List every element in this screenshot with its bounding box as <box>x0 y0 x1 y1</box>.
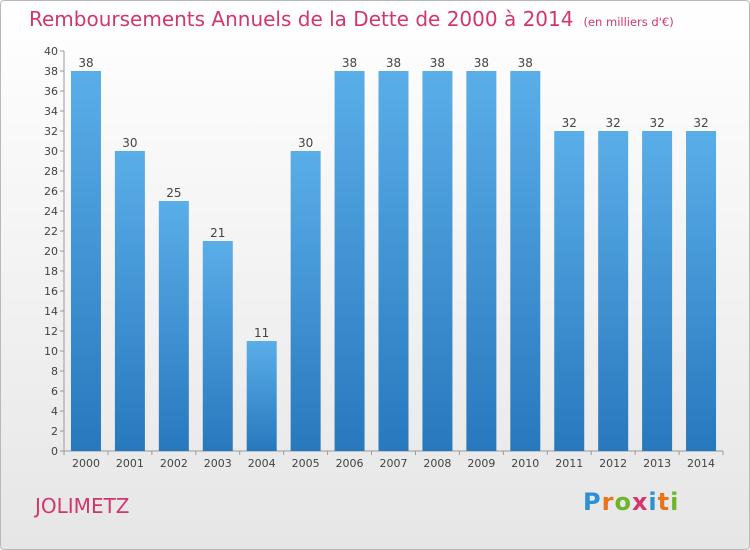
y-tick-label: 2 <box>51 425 58 438</box>
data-label: 38 <box>342 56 357 70</box>
logo-letter: i <box>670 488 680 516</box>
data-label: 30 <box>122 136 137 150</box>
title-text: Remboursements Annuels de la Dette de 20… <box>29 7 574 31</box>
y-tick-label: 14 <box>44 305 58 318</box>
bar <box>114 151 145 451</box>
bar <box>642 131 673 451</box>
x-tick-label: 2014 <box>687 457 715 470</box>
y-tick-label: 32 <box>44 125 58 138</box>
data-label: 38 <box>430 56 445 70</box>
bar <box>158 201 189 451</box>
bar <box>686 131 717 451</box>
x-tick-label: 2012 <box>599 457 627 470</box>
x-tick-label: 2010 <box>511 457 539 470</box>
y-tick-label: 6 <box>51 385 58 398</box>
bar <box>422 71 453 451</box>
bar <box>554 131 585 451</box>
y-tick-label: 28 <box>44 165 58 178</box>
x-tick-label: 2004 <box>248 457 276 470</box>
x-tick-label: 2009 <box>467 457 495 470</box>
bar <box>466 71 497 451</box>
x-tick-label: 2003 <box>204 457 232 470</box>
y-tick-label: 34 <box>44 105 58 118</box>
proxiti-logo: Proxiti <box>583 488 679 516</box>
y-tick-label: 20 <box>44 245 58 258</box>
y-tick-label: 0 <box>51 445 58 458</box>
y-tick-label: 38 <box>44 65 58 78</box>
chart-subtitle: (en milliers d'€) <box>583 15 674 29</box>
bar <box>202 241 233 451</box>
y-tick-label: 30 <box>44 145 58 158</box>
data-label: 38 <box>474 56 489 70</box>
y-tick-label: 40 <box>44 45 58 58</box>
bar <box>246 341 277 451</box>
x-tick-label: 2008 <box>423 457 451 470</box>
logo-letter: t <box>657 488 671 516</box>
data-label: 32 <box>606 116 621 130</box>
bar <box>70 71 101 451</box>
y-tick-label: 4 <box>51 405 58 418</box>
bar <box>290 151 321 451</box>
data-label: 32 <box>562 116 577 130</box>
logo-letter: r <box>601 488 615 516</box>
x-tick-label: 2005 <box>292 457 320 470</box>
x-tick-label: 2001 <box>116 457 144 470</box>
y-tick-label: 22 <box>44 225 58 238</box>
city-name: JOLIMETZ <box>35 494 130 518</box>
data-label: 38 <box>386 56 401 70</box>
data-label: 25 <box>166 186 181 200</box>
bar <box>510 71 541 451</box>
x-tick-label: 2011 <box>555 457 583 470</box>
y-tick-label: 8 <box>51 365 58 378</box>
chart-title: Remboursements Annuels de la Dette de 20… <box>29 7 674 31</box>
data-label: 38 <box>518 56 533 70</box>
x-tick-label: 2000 <box>72 457 100 470</box>
bar <box>598 131 629 451</box>
y-tick-label: 12 <box>44 325 58 338</box>
logo-letter: x <box>631 488 649 516</box>
logo-letter: i <box>648 488 658 516</box>
y-tick-label: 24 <box>44 205 58 218</box>
y-tick-label: 10 <box>44 345 58 358</box>
y-tick-label: 16 <box>44 285 58 298</box>
data-label: 21 <box>210 226 225 240</box>
data-label: 11 <box>254 326 269 340</box>
x-tick-label: 2006 <box>336 457 364 470</box>
logo-letter: P <box>583 488 602 516</box>
x-tick-label: 2013 <box>643 457 671 470</box>
x-tick-label: 2007 <box>380 457 408 470</box>
x-tick-label: 2002 <box>160 457 188 470</box>
data-label: 32 <box>693 116 708 130</box>
data-label: 32 <box>649 116 664 130</box>
bar <box>334 71 365 451</box>
data-label: 38 <box>78 56 93 70</box>
y-tick-label: 36 <box>44 85 58 98</box>
y-tick-label: 26 <box>44 185 58 198</box>
logo-letter: o <box>614 488 632 516</box>
y-tick-label: 18 <box>44 265 58 278</box>
bar <box>378 71 409 451</box>
data-label: 30 <box>298 136 313 150</box>
